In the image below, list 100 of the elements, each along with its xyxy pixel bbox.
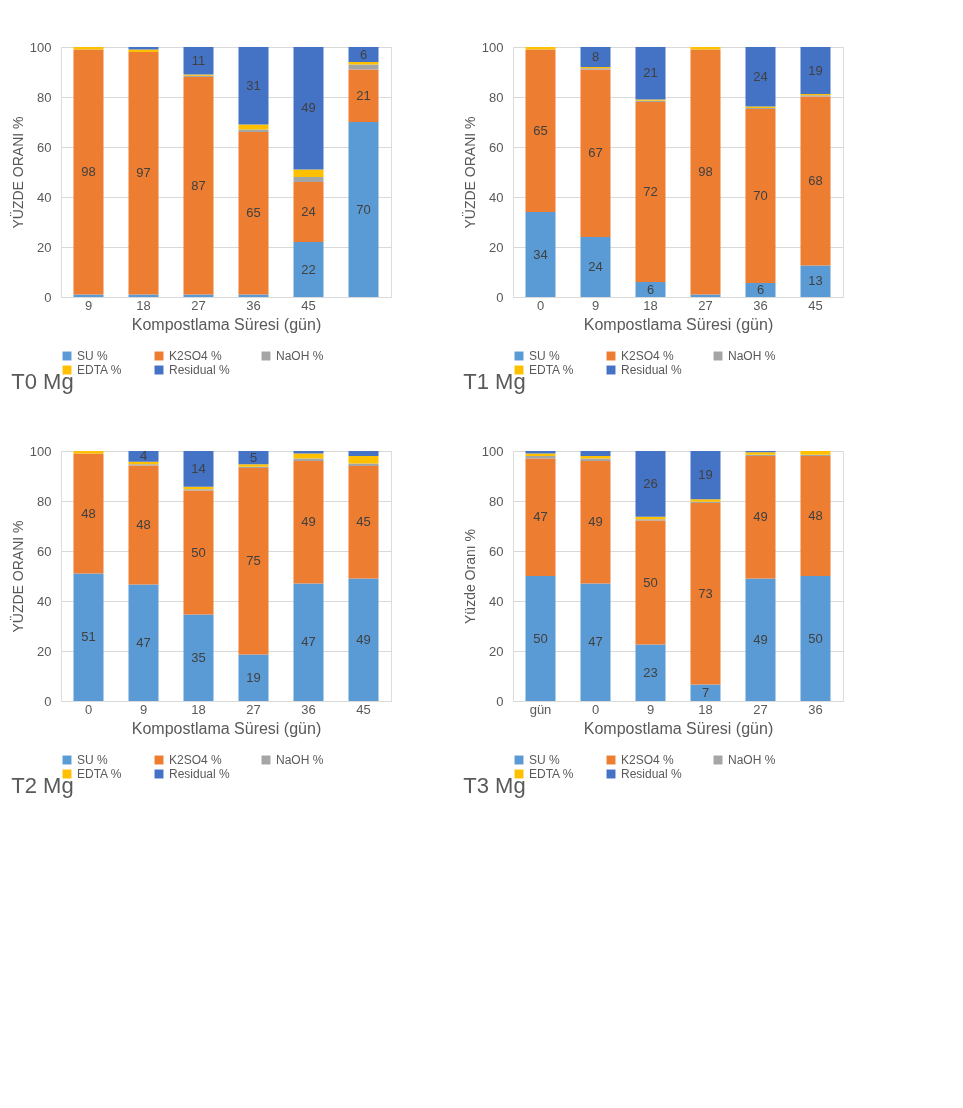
data-label: 22 xyxy=(301,261,316,277)
x-axis-title: Kompostlama Süresi (gün) xyxy=(583,719,774,737)
data-label: 47 xyxy=(588,634,603,650)
y-tick-label: 100 xyxy=(29,39,52,55)
data-label: 87 xyxy=(191,177,206,193)
data-label: 98 xyxy=(81,164,96,179)
data-label: 13 xyxy=(808,273,823,289)
data-label: 49 xyxy=(753,509,768,525)
y-tick-label: 100 xyxy=(481,39,504,55)
data-label: 51 xyxy=(81,629,96,645)
legend-label: Residual % xyxy=(621,767,683,781)
data-label: 21 xyxy=(356,87,371,103)
legend-label: Residual % xyxy=(621,363,683,377)
y-tick-label: 20 xyxy=(489,643,504,659)
x-tick-label: 36 xyxy=(246,297,261,313)
y-tick-label: 40 xyxy=(489,593,504,609)
x-tick-label: 0 xyxy=(591,701,600,717)
x-tick-label: 36 xyxy=(301,701,316,717)
x-tick-label: 36 xyxy=(753,297,768,313)
data-label: 35 xyxy=(191,649,206,665)
y-tick-label: 60 xyxy=(489,139,504,155)
data-label: 65 xyxy=(533,122,548,138)
y-tick-label: 80 xyxy=(489,493,504,509)
data-label: 26 xyxy=(643,475,658,491)
legend-label: SU % xyxy=(529,349,560,363)
legend-label: SU % xyxy=(77,349,108,363)
data-label: 7 xyxy=(701,684,710,700)
x-tick-label: 45 xyxy=(808,297,823,313)
data-label: 47 xyxy=(301,634,316,650)
x-tick-label: 27 xyxy=(753,701,768,717)
x-axis-title: Kompostlama Süresi (gün) xyxy=(583,315,774,333)
data-label: 65 xyxy=(246,205,261,221)
x-tick-label: 18 xyxy=(698,701,713,717)
legend-label: EDTA % xyxy=(77,363,122,377)
legend-label: NaOH % xyxy=(276,349,324,363)
data-label: 47 xyxy=(136,634,151,650)
data-label: 72 xyxy=(643,184,658,199)
data-label: 49 xyxy=(356,631,371,647)
data-label: 70 xyxy=(753,188,768,203)
y-tick-label: 60 xyxy=(489,543,504,559)
x-tick-label: 18 xyxy=(136,297,151,313)
y-tick-label: 40 xyxy=(37,593,52,609)
data-label: 49 xyxy=(588,514,603,530)
text: T2 Mg xyxy=(11,773,74,798)
data-label: 48 xyxy=(81,505,96,521)
data-label: 6 xyxy=(756,282,765,297)
data-label: 31 xyxy=(246,77,261,93)
x-tick-label: 27 xyxy=(191,297,206,313)
data-label: 8 xyxy=(591,49,600,64)
legend-label: EDTA % xyxy=(529,363,574,377)
data-label: 48 xyxy=(808,508,823,523)
y-axis-title: YÜZDE ORANI % xyxy=(460,116,478,229)
y-tick-label: 40 xyxy=(37,189,52,205)
x-axis-title: Kompostlama Süresi (gün) xyxy=(131,315,322,333)
legend-label: SU % xyxy=(529,753,560,767)
x-tick-label: 27 xyxy=(698,297,713,313)
y-axis-title: Yüzde Oranı % xyxy=(461,529,478,624)
legend-label: SU % xyxy=(77,753,108,767)
data-label: 75 xyxy=(246,553,261,569)
y-tick-label: 40 xyxy=(489,189,504,205)
y-tick-label: 60 xyxy=(37,139,52,155)
x-tick-label: 9 xyxy=(139,701,148,717)
data-label: 19 xyxy=(246,669,261,685)
legend-label: Residual % xyxy=(169,363,231,377)
y-tick-label: 20 xyxy=(489,239,504,255)
data-label: 49 xyxy=(753,631,768,647)
data-label: 50 xyxy=(643,574,658,590)
data-label: 47 xyxy=(533,509,548,525)
data-label: 24 xyxy=(301,204,316,219)
data-label: 19 xyxy=(698,467,713,483)
x-tick-label: 27 xyxy=(246,701,261,717)
y-axis-title: YÜZDE ORANI % xyxy=(8,520,26,633)
data-label: 45 xyxy=(356,514,371,530)
data-label: 5 xyxy=(249,449,258,465)
data-label: 48 xyxy=(136,517,151,532)
data-label: 24 xyxy=(588,259,603,274)
legend-label: EDTA % xyxy=(77,767,122,781)
y-tick-label: 80 xyxy=(489,89,504,105)
text: T0 Mg xyxy=(11,369,74,394)
text: T3 Mg xyxy=(463,773,526,798)
y-tick-label: 80 xyxy=(37,493,52,509)
x-tick-label: 45 xyxy=(301,297,316,313)
x-tick-label: 45 xyxy=(356,701,371,717)
data-label: 34 xyxy=(533,246,548,262)
data-label: 14 xyxy=(191,460,206,476)
data-label: 67 xyxy=(588,145,603,161)
data-label: 50 xyxy=(808,630,823,646)
data-label: 49 xyxy=(301,514,316,530)
data-label: 49 xyxy=(301,100,316,116)
data-label: 73 xyxy=(698,585,713,601)
x-tick-label: 0 xyxy=(84,701,93,717)
x-tick-label: 9 xyxy=(591,297,600,313)
x-tick-label: 18 xyxy=(191,701,206,717)
legend-label: Residual % xyxy=(169,767,231,781)
legend-label: NaOH % xyxy=(276,753,324,767)
data-label: 4 xyxy=(139,448,148,464)
y-tick-label: 100 xyxy=(29,443,52,459)
x-tick-label: gün xyxy=(529,701,552,717)
y-tick-label: 20 xyxy=(37,239,52,255)
x-tick-label: 18 xyxy=(643,297,658,313)
